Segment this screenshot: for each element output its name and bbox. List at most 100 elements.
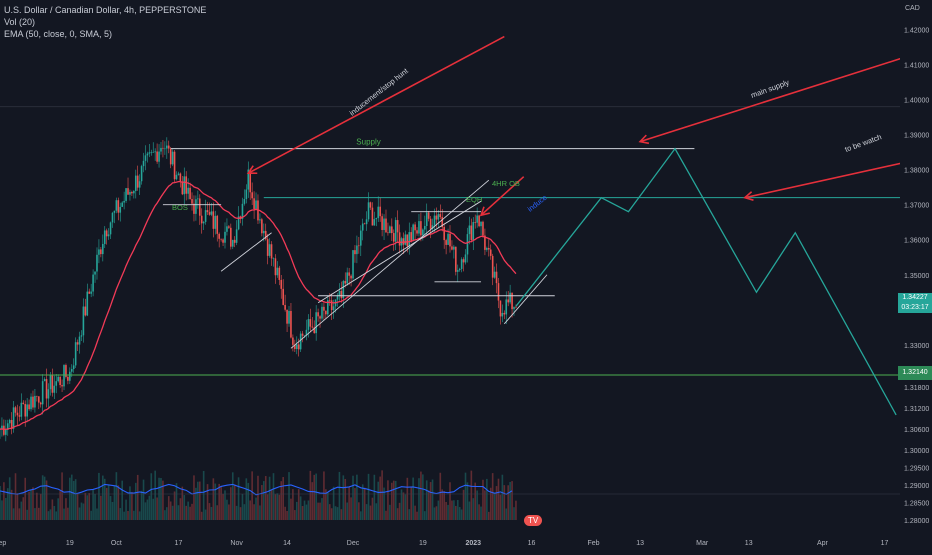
volume-bar xyxy=(392,480,395,520)
volume-bar xyxy=(487,511,490,520)
volume-bar xyxy=(235,505,238,520)
volume-bar xyxy=(226,499,228,520)
candle-body xyxy=(34,395,36,408)
candle-body xyxy=(363,223,366,225)
candle-body xyxy=(476,215,478,223)
volume-bar xyxy=(133,510,135,520)
volume-bar xyxy=(433,507,436,520)
volume-bar xyxy=(6,488,9,520)
volume-indicator[interactable]: Vol (20) xyxy=(4,17,36,27)
volume-bar xyxy=(325,489,327,520)
volume-bar xyxy=(346,502,348,520)
volume-bar xyxy=(55,511,58,520)
candle-body xyxy=(284,304,286,310)
volume-bar xyxy=(472,498,475,520)
volume-bar xyxy=(261,485,263,520)
volume-bar xyxy=(237,477,240,520)
candle-body xyxy=(389,226,391,234)
volume-bar xyxy=(181,486,184,520)
candle-body xyxy=(218,233,220,239)
candle-body xyxy=(86,291,89,316)
candle-body xyxy=(497,283,500,301)
volume-bar xyxy=(406,477,409,520)
volume-bar xyxy=(78,507,81,520)
volume-bar xyxy=(154,470,156,520)
candle-body xyxy=(228,226,230,228)
volume-bar xyxy=(144,502,147,520)
volume-bar xyxy=(468,501,471,520)
candle-body xyxy=(45,379,48,399)
candle-body xyxy=(513,306,515,310)
candle-body xyxy=(262,230,265,234)
candle-body xyxy=(458,268,461,271)
volume-bar xyxy=(389,504,391,520)
volume-bar xyxy=(354,487,356,520)
volume-bar xyxy=(53,505,56,520)
volume-bar xyxy=(253,504,255,520)
volume-bar xyxy=(18,508,21,520)
candle-body xyxy=(379,206,381,217)
x-tick-label: 17 xyxy=(175,540,183,547)
candle-body xyxy=(377,206,380,219)
candle-body xyxy=(515,306,517,308)
candle-body xyxy=(404,234,407,245)
candle-body xyxy=(482,221,484,236)
bos-label: BOS xyxy=(172,203,188,212)
candle-body xyxy=(307,319,310,330)
candle-body xyxy=(10,419,13,429)
candle-body xyxy=(140,166,143,182)
candle-body xyxy=(439,214,442,218)
candle-body xyxy=(14,407,17,413)
volume-bar xyxy=(358,502,360,520)
y-tick-label: 1.30000 xyxy=(904,448,929,455)
candle-body xyxy=(18,415,21,417)
volume-bar xyxy=(74,479,77,520)
volume-bar xyxy=(515,500,517,520)
volume-bar xyxy=(156,497,158,520)
candle-body xyxy=(354,250,356,255)
candle-body xyxy=(189,187,191,200)
candle-body xyxy=(309,319,312,327)
candle-body xyxy=(96,254,98,272)
x-tick-label: Feb xyxy=(588,540,600,547)
candle-body xyxy=(208,212,211,215)
ema-indicator[interactable]: EMA (50, close, 0, SMA, 5) xyxy=(4,29,113,39)
candle-body xyxy=(82,306,85,336)
volume-bar xyxy=(202,470,205,520)
candle-body xyxy=(359,230,362,246)
volume-bar xyxy=(423,511,426,520)
candle-body xyxy=(294,344,296,350)
candle-body xyxy=(175,174,178,180)
y-tick-label: 1.39000 xyxy=(904,133,929,140)
volume-bar xyxy=(313,474,316,520)
volume-bar xyxy=(311,482,314,520)
candle-body xyxy=(340,290,343,299)
candle-body xyxy=(352,250,354,279)
volume-bar xyxy=(171,505,174,520)
candle-body xyxy=(98,249,100,255)
volume-bar xyxy=(497,478,500,520)
symbol-title[interactable]: U.S. Dollar / Canadian Dollar, 4h, PEPPE… xyxy=(4,5,207,15)
volume-bar xyxy=(323,471,325,520)
candle-body xyxy=(80,335,83,337)
candle-body xyxy=(185,176,188,194)
volume-bar xyxy=(453,500,455,520)
tradingview-logo[interactable]: TV xyxy=(524,515,543,526)
candle-body xyxy=(319,316,321,319)
volume-bar xyxy=(476,490,478,520)
volume-bar xyxy=(352,475,354,520)
candles xyxy=(0,137,517,442)
candle-body xyxy=(385,218,387,233)
candle-body xyxy=(505,299,508,315)
volume-bar xyxy=(443,490,445,520)
candle-body xyxy=(511,292,513,310)
volume-bar xyxy=(385,510,387,520)
volume-bar xyxy=(224,490,226,520)
candle-body xyxy=(416,230,418,234)
candle-body xyxy=(493,271,496,278)
volume-bar xyxy=(503,485,506,520)
volume-bar xyxy=(63,508,65,520)
candle-body xyxy=(466,234,469,255)
